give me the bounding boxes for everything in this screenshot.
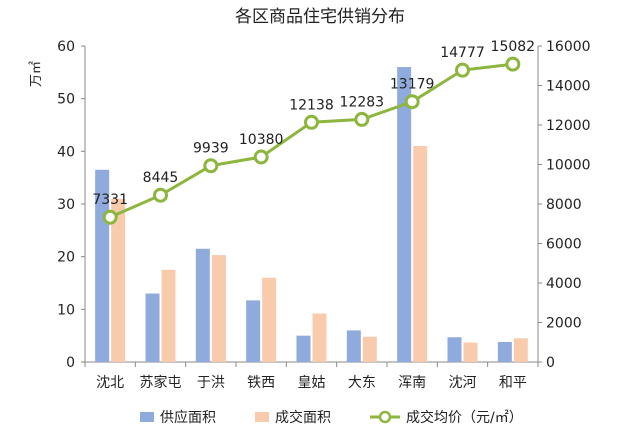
x-tick-label: 和平 (499, 375, 527, 391)
price-data-label: 12138 (289, 97, 334, 113)
bar (463, 342, 478, 362)
y-left-tick-label: 40 (57, 144, 75, 160)
x-tick-label: 沈河 (449, 375, 477, 391)
legend-line-marker (378, 410, 392, 424)
x-tick-label: 苏家屯 (140, 374, 182, 391)
price-data-label: 9939 (193, 141, 229, 157)
price-data-label: 14777 (440, 45, 485, 61)
y-left-tick-label: 0 (66, 355, 75, 371)
x-tick-label: 铁西 (247, 375, 275, 391)
legend-swatch (255, 412, 269, 422)
x-tick-label: 大东 (348, 375, 376, 391)
y-left-tick-label: 20 (57, 250, 75, 266)
x-tick-label: 于洪 (197, 375, 225, 391)
y-right-tick-label: 14000 (546, 79, 591, 95)
price-data-label: 8445 (143, 170, 179, 186)
y-right-tick-label: 10000 (546, 158, 591, 174)
price-point (253, 149, 269, 165)
x-tick-label: 浑南 (398, 375, 426, 391)
price-point (505, 56, 521, 72)
y-right-tick-label: 8000 (546, 197, 582, 213)
bar (312, 313, 327, 362)
bar (161, 269, 176, 362)
price-data-label: 12283 (340, 94, 385, 110)
price-point (354, 111, 370, 127)
price-point (304, 114, 319, 130)
price-point (153, 187, 168, 203)
price-point (102, 209, 118, 225)
bar (346, 330, 361, 362)
price-data-label: 13179 (390, 77, 435, 93)
bar (211, 255, 226, 362)
legend-swatch (140, 412, 154, 422)
bar (111, 198, 126, 362)
y-left-tick-label: 10 (57, 302, 75, 318)
y-right-tick-label: 16000 (546, 39, 591, 55)
price-data-label: 10380 (239, 132, 284, 148)
bar (397, 67, 412, 363)
y-right-tick-label: 6000 (546, 237, 582, 253)
y-right-tick-label: 12000 (546, 118, 591, 134)
y-right-tick-label: 4000 (546, 276, 582, 292)
bar (497, 341, 512, 362)
x-tick-label: 皇姑 (298, 375, 326, 391)
y-left-tick-label: 60 (57, 39, 75, 55)
price-point (203, 158, 219, 174)
price-data-label: 7331 (92, 192, 128, 208)
bar (195, 248, 210, 362)
y-left-axis-label: 万㎡ (29, 61, 44, 87)
y-right-tick-label: 0 (546, 355, 555, 371)
price-point (455, 62, 470, 78)
price-data-label: 15082 (491, 39, 536, 55)
chart-title: 各区商品住宅供销分布 (235, 7, 405, 27)
bar (296, 335, 311, 362)
bar (447, 337, 462, 362)
legend-label: 成交面积 (275, 409, 331, 426)
y-right-tick-label: 2000 (546, 316, 582, 332)
bar (145, 293, 160, 362)
price-line (109, 62, 514, 219)
price-point (404, 94, 420, 110)
x-tick-label: 沈北 (96, 375, 124, 391)
bar (246, 300, 261, 362)
bar (262, 277, 277, 362)
bar (413, 146, 428, 362)
y-left-tick-label: 30 (57, 197, 75, 213)
bar (513, 338, 528, 362)
bar (362, 336, 377, 362)
y-left-tick-label: 50 (57, 92, 75, 108)
legend-label: 成交均价（元/㎡） (406, 409, 523, 426)
legend-label: 供应面积 (160, 409, 216, 426)
